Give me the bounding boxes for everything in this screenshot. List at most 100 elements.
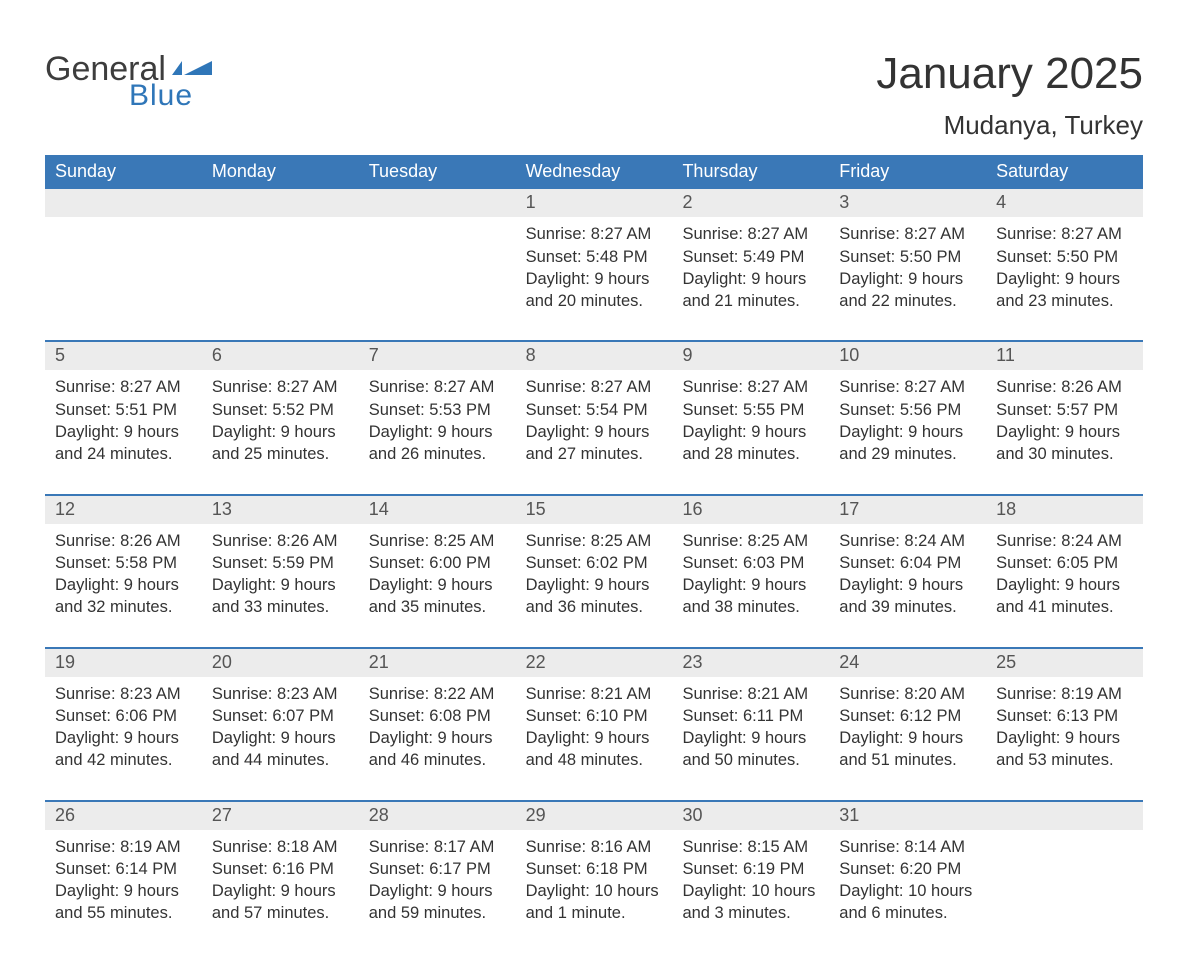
dow-monday: Monday [202,155,359,189]
sunrise-text: Sunrise: 8:21 AM [682,683,819,705]
sunset-text: Sunset: 6:06 PM [55,705,192,727]
day-number-row: 262728293031 [45,800,1143,830]
daylight-line1: Daylight: 9 hours [55,421,192,443]
daylight-line1: Daylight: 9 hours [839,421,976,443]
day-number: 9 [672,342,829,370]
daylight-line1: Daylight: 9 hours [369,574,506,596]
daylight-line1: Daylight: 9 hours [682,421,819,443]
daylight-line2: and 51 minutes. [839,749,976,771]
daylight-line1: Daylight: 9 hours [839,727,976,749]
day-number: 25 [986,649,1143,677]
sunset-text: Sunset: 6:20 PM [839,858,976,880]
sunrise-text: Sunrise: 8:27 AM [682,223,819,245]
daylight-line2: and 59 minutes. [369,902,506,924]
daylight-line2: and 26 minutes. [369,443,506,465]
daylight-line1: Daylight: 9 hours [839,574,976,596]
day-cell: Sunrise: 8:18 AMSunset: 6:16 PMDaylight:… [202,830,359,935]
day-content-row: Sunrise: 8:23 AMSunset: 6:06 PMDaylight:… [45,677,1143,782]
sunrise-text: Sunrise: 8:26 AM [212,530,349,552]
sunrise-text: Sunrise: 8:20 AM [839,683,976,705]
day-number: 8 [516,342,673,370]
sunrise-text: Sunrise: 8:27 AM [55,376,192,398]
sunrise-text: Sunrise: 8:27 AM [526,376,663,398]
daylight-line2: and 57 minutes. [212,902,349,924]
day-number: 18 [986,496,1143,524]
day-cell [202,217,359,322]
calendar-week: 12131415161718Sunrise: 8:26 AMSunset: 5:… [45,494,1143,629]
sunset-text: Sunset: 5:50 PM [839,246,976,268]
sunset-text: Sunset: 6:11 PM [682,705,819,727]
day-cell: Sunrise: 8:25 AMSunset: 6:02 PMDaylight:… [516,524,673,629]
day-number: 27 [202,802,359,830]
day-number: 17 [829,496,986,524]
day-number [202,189,359,217]
sunrise-text: Sunrise: 8:23 AM [55,683,192,705]
day-number-row: 1234 [45,189,1143,217]
calendar-week: 1234Sunrise: 8:27 AMSunset: 5:48 PMDayli… [45,189,1143,322]
location-text: Mudanya, Turkey [876,110,1143,141]
daylight-line1: Daylight: 9 hours [526,268,663,290]
day-cell [986,830,1143,935]
sunrise-text: Sunrise: 8:27 AM [212,376,349,398]
sunrise-text: Sunrise: 8:15 AM [682,836,819,858]
daylight-line2: and 22 minutes. [839,290,976,312]
daylight-line2: and 25 minutes. [212,443,349,465]
day-cell: Sunrise: 8:17 AMSunset: 6:17 PMDaylight:… [359,830,516,935]
sunrise-text: Sunrise: 8:26 AM [996,376,1133,398]
sunset-text: Sunset: 6:05 PM [996,552,1133,574]
daylight-line1: Daylight: 9 hours [369,880,506,902]
daylight-line2: and 21 minutes. [682,290,819,312]
daylight-line1: Daylight: 9 hours [839,268,976,290]
dow-friday: Friday [829,155,986,189]
day-number: 5 [45,342,202,370]
dow-thursday: Thursday [672,155,829,189]
day-content-row: Sunrise: 8:27 AMSunset: 5:48 PMDaylight:… [45,217,1143,322]
calendar-week: 19202122232425Sunrise: 8:23 AMSunset: 6:… [45,647,1143,782]
sunset-text: Sunset: 5:50 PM [996,246,1133,268]
sunset-text: Sunset: 5:55 PM [682,399,819,421]
daylight-line2: and 50 minutes. [682,749,819,771]
day-cell: Sunrise: 8:27 AMSunset: 5:54 PMDaylight:… [516,370,673,475]
day-number: 15 [516,496,673,524]
day-cell: Sunrise: 8:22 AMSunset: 6:08 PMDaylight:… [359,677,516,782]
daylight-line2: and 1 minute. [526,902,663,924]
day-number: 6 [202,342,359,370]
daylight-line2: and 42 minutes. [55,749,192,771]
page-title: January 2025 [876,50,1143,98]
day-cell: Sunrise: 8:19 AMSunset: 6:13 PMDaylight:… [986,677,1143,782]
sunset-text: Sunset: 6:10 PM [526,705,663,727]
dow-sunday: Sunday [45,155,202,189]
day-number: 11 [986,342,1143,370]
calendar-page: General Blue January 2025 Mudanya, Turke… [0,0,1188,975]
sunset-text: Sunset: 6:08 PM [369,705,506,727]
day-cell: Sunrise: 8:27 AMSunset: 5:55 PMDaylight:… [672,370,829,475]
day-cell: Sunrise: 8:26 AMSunset: 5:57 PMDaylight:… [986,370,1143,475]
calendar-grid: Sunday Monday Tuesday Wednesday Thursday… [45,155,1143,934]
daylight-line1: Daylight: 9 hours [55,574,192,596]
sunset-text: Sunset: 5:57 PM [996,399,1133,421]
day-number-row: 567891011 [45,340,1143,370]
sunset-text: Sunset: 5:54 PM [526,399,663,421]
day-cell: Sunrise: 8:27 AMSunset: 5:48 PMDaylight:… [516,217,673,322]
sunrise-text: Sunrise: 8:27 AM [996,223,1133,245]
day-number: 2 [672,189,829,217]
sunset-text: Sunset: 6:07 PM [212,705,349,727]
daylight-line2: and 39 minutes. [839,596,976,618]
day-cell [45,217,202,322]
sunset-text: Sunset: 5:56 PM [839,399,976,421]
daylight-line2: and 3 minutes. [682,902,819,924]
daylight-line2: and 28 minutes. [682,443,819,465]
day-number: 14 [359,496,516,524]
daylight-line2: and 44 minutes. [212,749,349,771]
day-content-row: Sunrise: 8:19 AMSunset: 6:14 PMDaylight:… [45,830,1143,935]
sunset-text: Sunset: 5:59 PM [212,552,349,574]
sunset-text: Sunset: 6:12 PM [839,705,976,727]
sunrise-text: Sunrise: 8:23 AM [212,683,349,705]
day-number: 7 [359,342,516,370]
sunrise-text: Sunrise: 8:25 AM [369,530,506,552]
day-number: 30 [672,802,829,830]
daylight-line2: and 35 minutes. [369,596,506,618]
day-number: 13 [202,496,359,524]
daylight-line2: and 27 minutes. [526,443,663,465]
sunset-text: Sunset: 6:13 PM [996,705,1133,727]
